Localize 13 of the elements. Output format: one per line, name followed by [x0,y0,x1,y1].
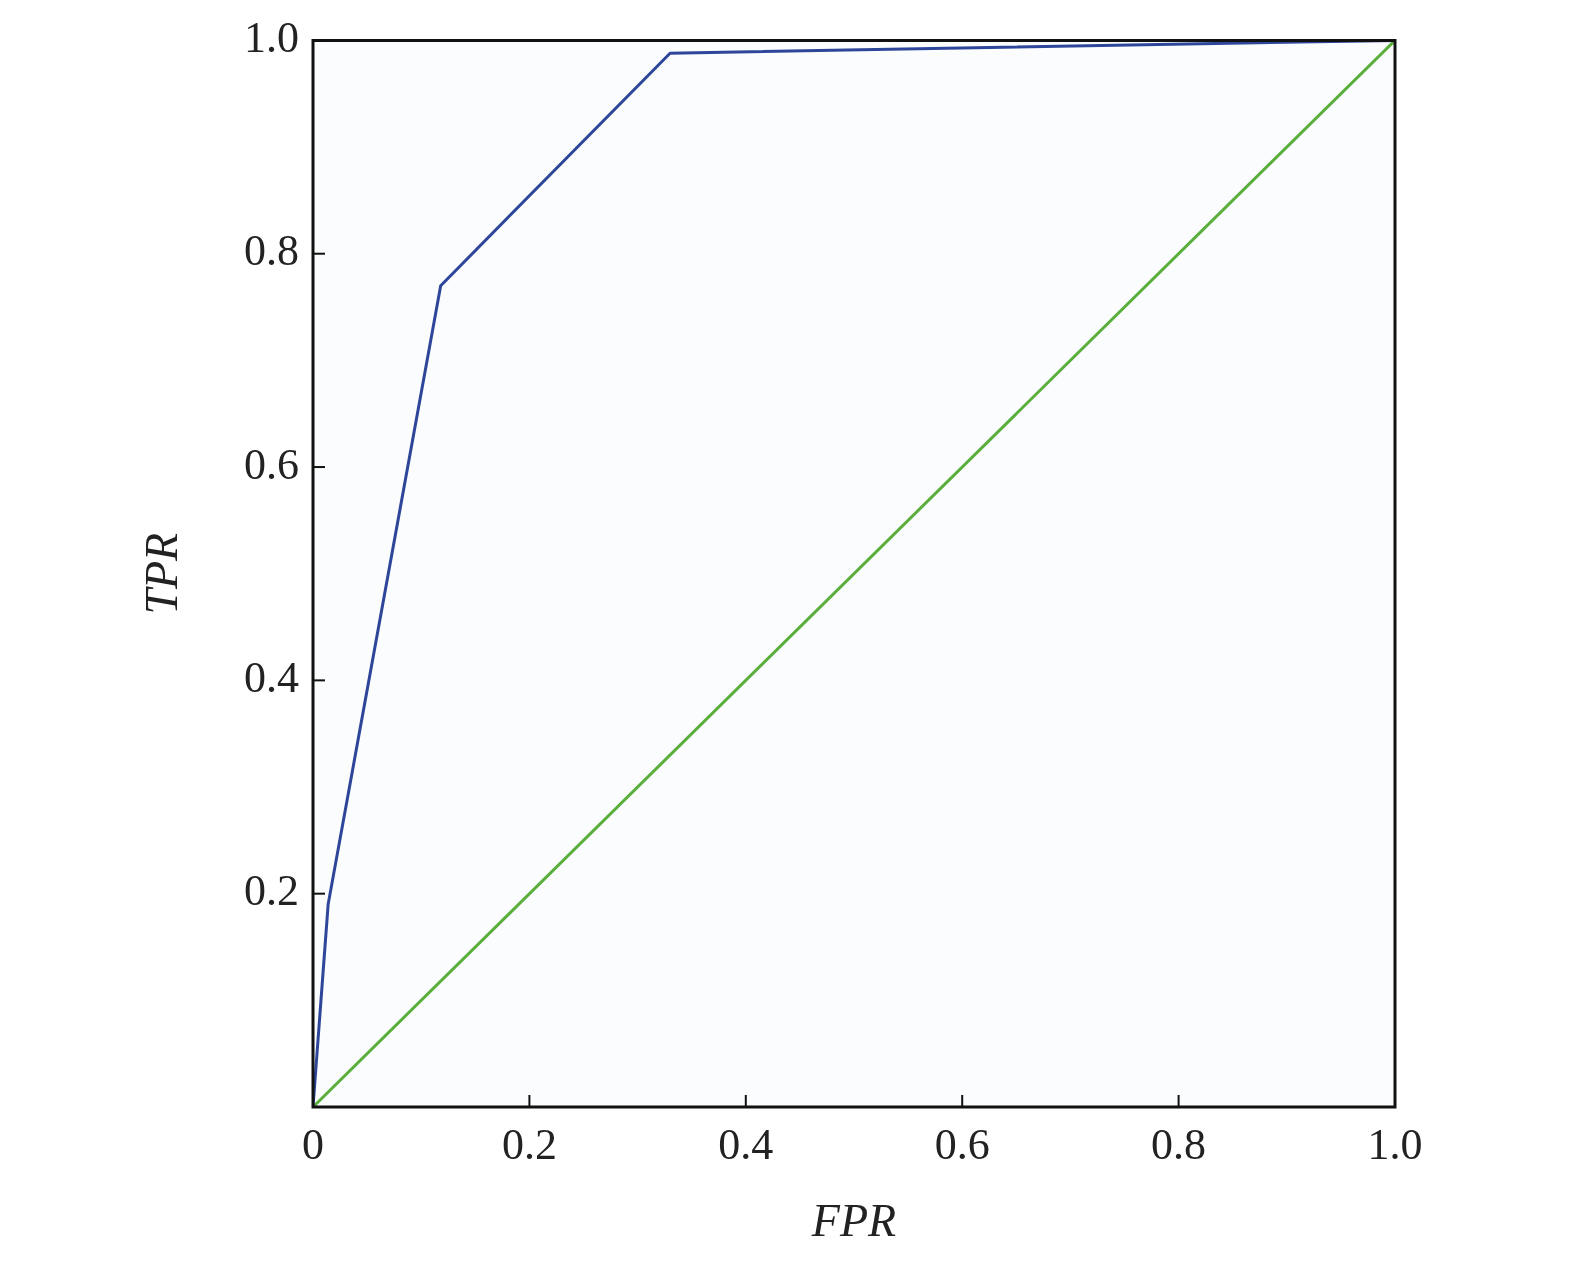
x-tick-label: 0.4 [718,1119,774,1169]
x-tick-label: 0 [302,1119,324,1169]
x-tick-label: 0.2 [501,1119,557,1169]
x-tick-label: 1.0 [1367,1119,1423,1169]
x-axis-title: FPR [810,1195,897,1247]
x-tick-label: 0.8 [1151,1119,1207,1169]
y-tick-label: 0.6 [244,439,299,489]
y-axis-title: TPR [135,532,187,615]
y-tick-label: 1.0 [244,12,299,62]
y-tick-label: 0.8 [244,226,299,276]
y-tick-label: 0.2 [244,866,299,916]
x-tick-label: 0.6 [934,1119,990,1169]
y-tick-label: 0.4 [244,652,299,702]
